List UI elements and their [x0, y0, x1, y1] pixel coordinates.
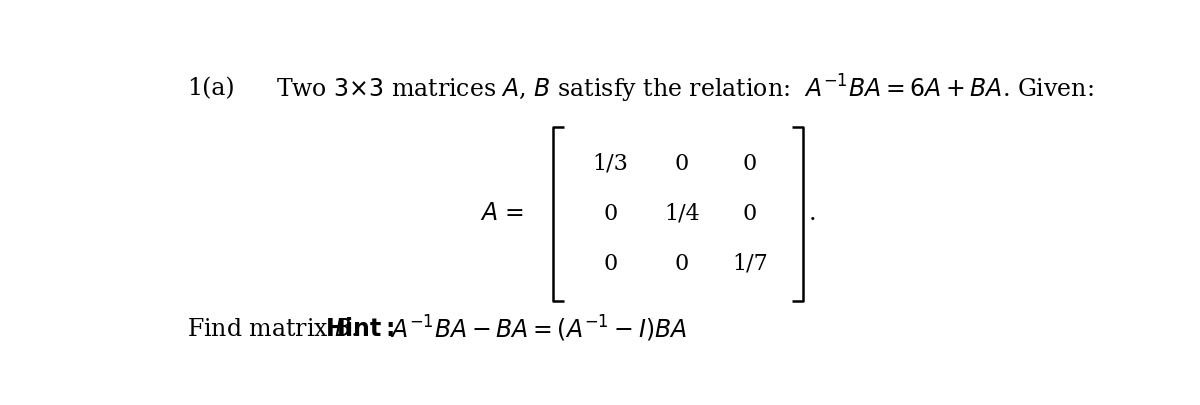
Text: 1/3: 1/3: [593, 153, 629, 175]
Text: Two $3{\times}3$ matrices $A$, $B$ satisfy the relation:  $A^{-1}BA = 6A + BA$. : Two $3{\times}3$ matrices $A$, $B$ satis…: [276, 73, 1093, 105]
Text: 0: 0: [604, 253, 618, 275]
Text: 0: 0: [743, 153, 757, 175]
Text: 1/4: 1/4: [664, 203, 700, 225]
Text: 0: 0: [743, 203, 757, 225]
Text: .: .: [809, 202, 816, 225]
Text: 0: 0: [604, 203, 618, 225]
Text: $A^{-1}BA - BA = (A^{-1} - I)BA$: $A^{-1}BA - BA = (A^{-1} - I)BA$: [390, 314, 686, 344]
Text: 1(a): 1(a): [187, 78, 235, 100]
Text: 0: 0: [674, 253, 689, 275]
Text: Find matrix $B$.: Find matrix $B$.: [187, 318, 368, 341]
Text: 0: 0: [674, 153, 689, 175]
Text: 1/7: 1/7: [732, 253, 768, 275]
Text: $\bf{Hint:}$: $\bf{Hint:}$: [325, 318, 394, 341]
Text: $A$ =: $A$ =: [480, 202, 524, 225]
